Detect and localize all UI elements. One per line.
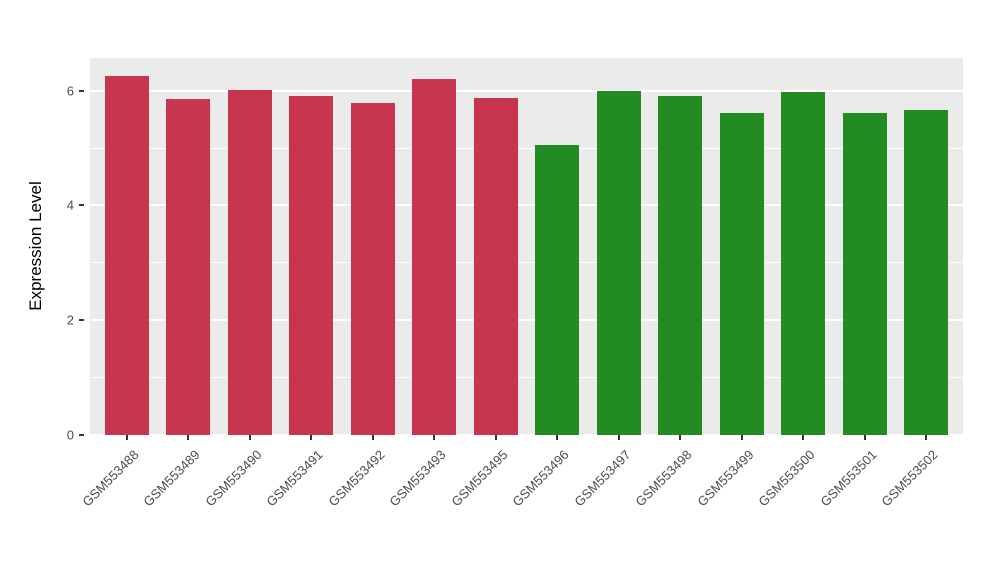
x-tick-label: GSM553502 xyxy=(878,447,941,510)
bar-GSM553488 xyxy=(104,75,149,435)
x-tick-label: GSM553488 xyxy=(79,447,142,510)
x-tick-mark xyxy=(740,435,743,440)
x-tick-mark xyxy=(371,435,374,440)
x-tick-mark xyxy=(617,435,620,440)
bar-GSM553490 xyxy=(227,90,272,435)
x-tick-mark xyxy=(679,435,682,440)
y-tick-mark xyxy=(79,319,84,322)
x-tick-label: GSM553500 xyxy=(755,447,818,510)
bar-GSM553496 xyxy=(535,144,580,435)
bar-GSM553489 xyxy=(166,98,211,435)
x-tick-label: GSM553490 xyxy=(202,447,265,510)
x-tick-mark xyxy=(248,435,251,440)
gridline-minor xyxy=(90,147,963,149)
x-tick-label: GSM553496 xyxy=(509,447,572,510)
bar-GSM553497 xyxy=(596,90,641,435)
bar-GSM553499 xyxy=(719,112,764,435)
gridline-major xyxy=(90,204,963,207)
bar-GSM553500 xyxy=(781,91,826,435)
bar-GSM553492 xyxy=(350,103,395,435)
x-tick-label: GSM553491 xyxy=(263,447,326,510)
x-tick-label: GSM553498 xyxy=(632,447,695,510)
x-tick-mark xyxy=(863,435,866,440)
bar-GSM553498 xyxy=(658,95,703,435)
gridline-minor xyxy=(90,262,963,264)
x-tick-label: GSM553492 xyxy=(325,447,388,510)
x-tick-label: GSM553489 xyxy=(140,447,203,510)
x-tick-mark xyxy=(556,435,559,440)
x-tick-mark xyxy=(433,435,436,440)
y-axis: 0 2 4 6 xyxy=(0,58,84,443)
bar-GSM553493 xyxy=(412,78,457,435)
y-tick-mark xyxy=(79,434,84,436)
y-tick-mark xyxy=(79,204,84,207)
gridline-major xyxy=(90,434,963,436)
bar-GSM553495 xyxy=(473,98,518,435)
gridline-major xyxy=(90,319,963,322)
x-tick-mark xyxy=(802,435,805,440)
x-tick-label: GSM553501 xyxy=(817,447,880,510)
x-axis: GSM553488 GSM553489 GSM553490 GSM553491 GSM5… xyxy=(79,435,963,575)
x-tick-label: GSM553493 xyxy=(386,447,449,510)
x-tick-mark xyxy=(125,435,128,440)
x-tick-label: GSM553499 xyxy=(694,447,757,510)
gridline-major xyxy=(90,89,963,92)
x-tick-label: GSM553497 xyxy=(571,447,634,510)
x-tick-mark xyxy=(187,435,190,440)
x-tick-label: GSM553495 xyxy=(448,447,511,510)
y-tick-label: 0 xyxy=(66,427,74,443)
bar-GSM553491 xyxy=(289,96,334,435)
bar-GSM553502 xyxy=(903,109,949,435)
plot-panel xyxy=(90,58,963,436)
gridline-minor xyxy=(90,377,963,379)
x-tick-mark xyxy=(310,435,313,440)
y-tick-label: 4 xyxy=(66,197,74,213)
y-tick-mark xyxy=(79,89,84,92)
y-tick-label: 2 xyxy=(66,312,74,328)
y-tick-label: 6 xyxy=(66,83,74,99)
x-tick-mark xyxy=(925,435,928,440)
bar-GSM553501 xyxy=(842,112,887,435)
x-tick-mark xyxy=(494,435,497,440)
